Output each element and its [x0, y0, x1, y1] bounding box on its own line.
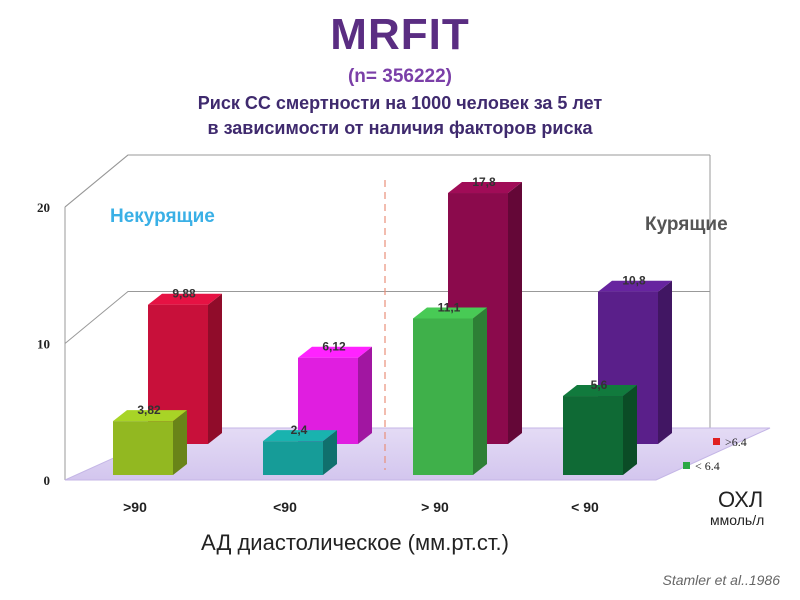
group-label-nonsmokers: Некурящие — [110, 206, 215, 227]
bar-top — [413, 307, 487, 319]
bar-low-2 — [413, 307, 487, 475]
citation: Stamler et al..1986 — [662, 572, 780, 588]
x-axis-label: АД диастолическое (мм.рт.ст.) — [201, 530, 509, 555]
x-tick-label: < 90 — [571, 499, 599, 515]
bar-low-3 — [563, 385, 637, 475]
bar-value-label-high: 17,8 — [472, 175, 496, 189]
bar-value-label-high: 6,12 — [322, 340, 346, 354]
bar-side — [208, 293, 222, 444]
bar-top — [113, 410, 187, 422]
bar-value-label-low: 11,1 — [438, 300, 461, 314]
bar-low-0 — [113, 410, 187, 475]
bar-value-label-low: 5,6 — [591, 378, 608, 392]
legend-swatch-low — [683, 462, 690, 469]
bar-front — [563, 396, 623, 475]
bar-side — [173, 410, 187, 475]
bar-front — [298, 357, 358, 444]
bar-side — [473, 307, 487, 475]
bar-side — [623, 385, 637, 475]
legend-unit: ммоль/л — [710, 512, 764, 528]
bar-high-1 — [298, 346, 372, 444]
bar-top — [148, 293, 222, 305]
bar-value-label-high: 9,88 — [172, 287, 196, 301]
bar-front — [113, 421, 173, 475]
bar-front — [263, 441, 323, 475]
bar-top — [298, 346, 372, 358]
legend-swatch-high — [713, 438, 720, 445]
group-label-smokers: Курящие — [645, 214, 728, 235]
chart-subtitle-line-1: Риск СС смертности на 1000 человек за 5 … — [197, 93, 603, 113]
bar-top — [598, 280, 672, 292]
legend-title: ОХЛ — [718, 487, 763, 512]
bar-side — [658, 280, 672, 444]
legend-label-high: >6.4 — [725, 435, 747, 449]
bar-top — [448, 182, 522, 194]
y-tick-label: 10 — [37, 337, 50, 352]
y-tick-label: 0 — [44, 473, 51, 488]
bar-side — [358, 346, 372, 444]
sample-size: (n= 356222) — [347, 66, 453, 87]
bar-side — [508, 182, 522, 444]
x-tick-label: >90 — [123, 499, 147, 515]
bar-value-label-high: 10,8 — [622, 274, 646, 288]
bar-value-label-low: 2,4 — [291, 423, 308, 437]
gridline-20 — [64, 154, 710, 208]
legend-label-low: < 6.4 — [695, 459, 720, 473]
x-tick-label: <90 — [273, 499, 297, 515]
bar-front — [413, 318, 473, 475]
chart-title: MRFIT — [330, 10, 470, 59]
x-tick-label: > 90 — [421, 499, 449, 515]
bar-top — [263, 430, 337, 442]
bar-top — [563, 385, 637, 397]
chart-subtitle-line-2: в зависимости от наличия факторов риска — [207, 118, 593, 138]
bar-value-label-low: 3,82 — [137, 403, 161, 417]
y-tick-label: 20 — [37, 200, 50, 215]
bar-side — [323, 430, 337, 475]
bar-low-1 — [263, 430, 337, 475]
